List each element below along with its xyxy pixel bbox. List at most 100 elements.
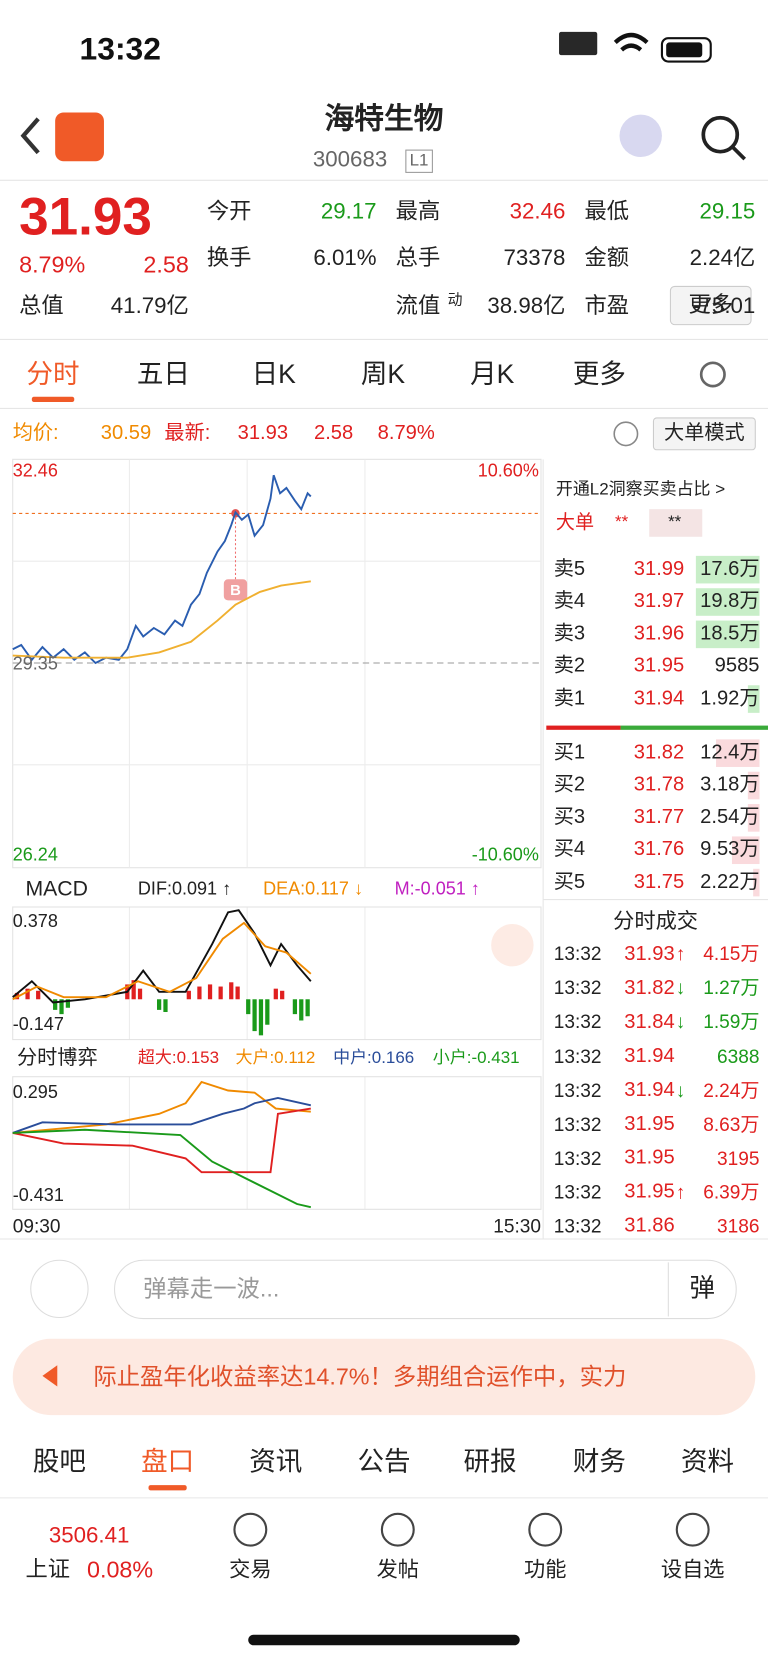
trade-volume: 1.59万 xyxy=(703,1011,760,1033)
change-amount: 2.58 xyxy=(143,251,189,278)
section-tab[interactable]: 财务 xyxy=(572,1446,626,1477)
axis-label: 32.46 xyxy=(12,460,58,481)
promo-banner: 际止盈年化收益率达14.7%！多期组合运作中，实力 xyxy=(93,1362,627,1390)
big-buy-bg xyxy=(649,509,703,537)
comment-input[interactable]: 弹幕走一波... xyxy=(143,1274,280,1302)
macd-bar xyxy=(299,999,304,1021)
more-button[interactable]: 更多 xyxy=(688,293,734,318)
mode-button[interactable]: 大单模式 xyxy=(664,421,745,445)
level-label: 买3 xyxy=(553,805,586,829)
trade-price: 31.84 xyxy=(624,1010,675,1034)
big-sell: ** xyxy=(615,513,629,532)
nav-item[interactable]: 发帖 xyxy=(376,1558,420,1582)
volume-bar xyxy=(695,588,760,616)
status-time: 13:32 xyxy=(79,31,161,67)
period-tab[interactable]: 分时 xyxy=(26,359,80,390)
stock-name: 海特生物 xyxy=(324,102,444,135)
field-label: 最低 xyxy=(584,199,630,225)
level-volume: 18.5万 xyxy=(700,622,760,645)
game-super: 超大:0.153 xyxy=(137,1049,220,1068)
axis-label: 0.378 xyxy=(12,911,58,932)
buy-marker: B xyxy=(230,580,241,598)
level-label: 买5 xyxy=(553,870,586,893)
trade-time: 13:32 xyxy=(553,1045,602,1067)
latest-change: 2.58 xyxy=(313,421,354,445)
field-label: 最高 xyxy=(395,199,441,225)
level-price: 31.77 xyxy=(633,805,685,829)
nav-item[interactable]: 设自选 xyxy=(660,1558,725,1582)
level-volume: 2.22万 xyxy=(700,870,760,893)
field-value: 73378 xyxy=(503,246,566,271)
period-tab[interactable]: 周K xyxy=(360,359,406,390)
field-label: 今开 xyxy=(206,199,252,225)
section-tab[interactable]: 资料 xyxy=(681,1446,735,1477)
small-line xyxy=(12,1128,312,1209)
period-tab[interactable]: 更多 xyxy=(572,359,626,390)
index-value: 3506.41 xyxy=(48,1523,130,1549)
dif-line xyxy=(12,909,312,1004)
price-line xyxy=(12,474,312,665)
level-volume: 19.8万 xyxy=(700,589,760,613)
trade-volume: 2.24万 xyxy=(703,1079,760,1101)
nav-item[interactable]: 功能 xyxy=(524,1558,567,1582)
trade-time: 13:32 xyxy=(553,943,602,965)
avg-price: 30.59 xyxy=(100,421,152,445)
section-tab[interactable]: 盘口 xyxy=(141,1446,195,1477)
trade-volume: 6388 xyxy=(717,1045,760,1067)
dea-line xyxy=(12,921,312,1001)
l2-link[interactable]: 开通L2洞察买卖占比 > xyxy=(555,480,726,499)
trade-time: 13:32 xyxy=(553,1147,602,1169)
danmaku-button[interactable]: 弹 xyxy=(689,1273,715,1303)
field-value: 41.79亿 xyxy=(110,294,189,319)
macd-bar xyxy=(65,999,71,1008)
nav-icon xyxy=(675,1512,710,1547)
field-value: 2.24亿 xyxy=(689,246,756,271)
period-tab[interactable]: 五日 xyxy=(136,359,190,390)
time-label: 09:30 xyxy=(12,1215,61,1238)
level-volume: 9585 xyxy=(714,654,760,677)
section-tab[interactable]: 公告 xyxy=(357,1446,411,1477)
period-tab[interactable]: 日K xyxy=(251,359,296,390)
trade-price: 31.95 xyxy=(624,1146,675,1170)
latest-change-pct: 8.79% xyxy=(377,421,435,445)
stock-code: 300683 xyxy=(312,147,388,173)
macd-bar xyxy=(163,999,168,1013)
macd-bar xyxy=(59,999,64,1015)
macd-bar xyxy=(131,980,136,1000)
level-volume: 1.92万 xyxy=(700,686,760,710)
macd-bar xyxy=(156,999,162,1010)
section-tab[interactable]: 研报 xyxy=(463,1446,517,1477)
trade-time: 13:32 xyxy=(553,1215,602,1237)
nav-item[interactable]: 交易 xyxy=(229,1558,272,1582)
trade-price: 31.94 xyxy=(624,1044,675,1068)
level-price: 31.82 xyxy=(633,741,685,764)
axis-label: -10.60% xyxy=(471,844,539,865)
axis-label: -0.431 xyxy=(12,1184,64,1205)
period-tab[interactable]: 月K xyxy=(470,359,515,390)
big-buy: ** xyxy=(668,513,682,532)
trade-price: 31.82 xyxy=(624,976,675,999)
level-label: 卖4 xyxy=(553,589,586,613)
macd-dif: DIF:0.091 ↑ xyxy=(137,878,232,899)
section-tab[interactable]: 资讯 xyxy=(249,1446,303,1477)
level-label: 卖5 xyxy=(553,557,586,580)
volume-bar xyxy=(695,555,760,584)
pe-superscript: 动 xyxy=(447,290,463,308)
avg-line xyxy=(12,580,311,659)
trade-time: 13:32 xyxy=(553,1181,602,1203)
macd-bar xyxy=(218,986,223,1000)
large-line xyxy=(12,1080,311,1134)
macd-bar xyxy=(235,986,240,1000)
trade-volume: 6.39万 xyxy=(703,1181,760,1203)
level-price: 31.78 xyxy=(633,773,685,796)
trade-arrow: ↑ xyxy=(675,1181,686,1203)
macd-bar xyxy=(197,986,202,1000)
trade-time: 13:32 xyxy=(553,1079,602,1101)
field-value: 32.46 xyxy=(509,199,566,225)
volume-bar xyxy=(747,771,760,800)
level-price: 31.96 xyxy=(633,622,685,645)
trade-time: 13:32 xyxy=(553,1011,602,1033)
section-tab[interactable]: 股吧 xyxy=(32,1446,86,1477)
